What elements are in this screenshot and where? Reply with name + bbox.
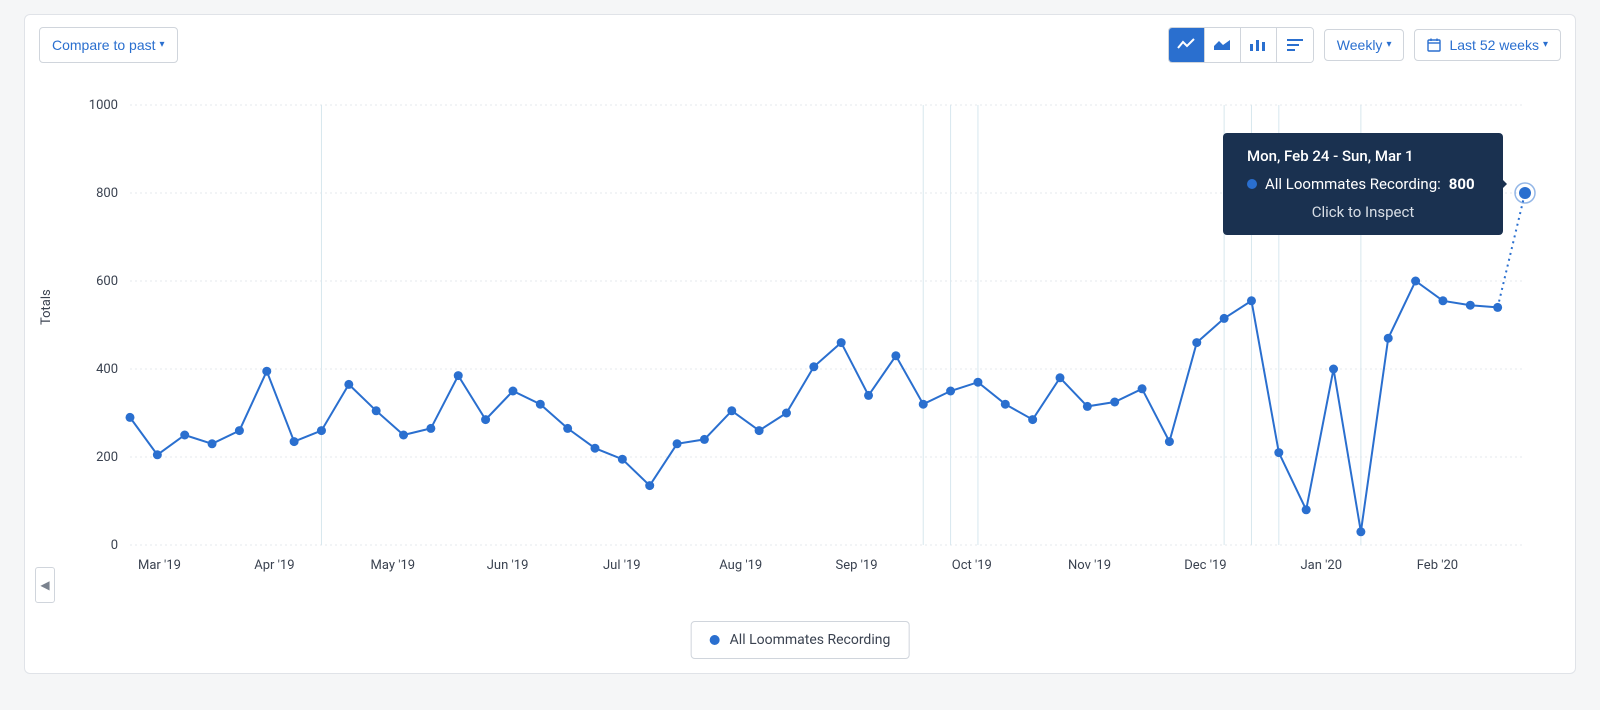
svg-text:Feb '20: Feb '20: [1417, 558, 1458, 573]
chevron-down-icon: ▾: [1386, 40, 1391, 50]
chevron-down-icon: ▾: [1543, 40, 1548, 50]
svg-text:Jul '19: Jul '19: [603, 558, 641, 573]
svg-text:Apr '19: Apr '19: [254, 558, 294, 573]
triangle-left-icon: ◀: [40, 578, 49, 592]
tooltip-dot-icon: [1247, 179, 1257, 189]
svg-text:1000: 1000: [89, 98, 118, 113]
svg-text:200: 200: [96, 450, 118, 465]
svg-text:Sep '19: Sep '19: [836, 558, 878, 573]
svg-text:Jan '20: Jan '20: [1301, 558, 1343, 573]
svg-text:Mar '19: Mar '19: [138, 558, 181, 573]
compare-label: Compare to past: [52, 38, 156, 52]
tooltip-value: 800: [1449, 175, 1475, 193]
svg-text:Dec '19: Dec '19: [1184, 558, 1226, 573]
bar-chart-icon[interactable]: [1241, 28, 1277, 62]
panel-collapse-handle[interactable]: ◀: [35, 567, 55, 603]
area-chart-icon[interactable]: [1205, 28, 1241, 62]
svg-text:Aug '19: Aug '19: [719, 558, 762, 573]
list-view-icon[interactable]: [1277, 28, 1313, 62]
date-range-dropdown[interactable]: Last 52 weeks ▾: [1414, 29, 1561, 61]
compare-to-past-dropdown[interactable]: Compare to past ▾: [39, 27, 178, 63]
toolbar: Compare to past ▾ Weekly ▾: [25, 15, 1575, 73]
legend-dot-icon: [710, 635, 720, 645]
svg-text:May '19: May '19: [371, 558, 416, 573]
legend-label: All Loommates Recording: [730, 632, 891, 648]
svg-text:Jun '19: Jun '19: [487, 558, 529, 573]
calendar-icon: [1427, 38, 1441, 52]
range-label: Last 52 weeks: [1449, 38, 1539, 52]
interval-dropdown[interactable]: Weekly ▾: [1324, 29, 1405, 61]
chart-legend[interactable]: All Loommates Recording: [691, 621, 910, 659]
interval-label: Weekly: [1337, 38, 1383, 52]
tooltip-date: Mon, Feb 24 - Sun, Mar 1: [1247, 147, 1479, 165]
svg-text:800: 800: [96, 186, 118, 201]
chart-type-segmented: [1168, 27, 1314, 63]
svg-text:600: 600: [96, 274, 118, 289]
chevron-down-icon: ▾: [160, 40, 165, 50]
y-axis-label: Totals: [39, 289, 54, 325]
tooltip-inspect-label: Click to Inspect: [1247, 203, 1479, 221]
svg-text:0: 0: [111, 538, 118, 553]
line-chart-icon[interactable]: [1169, 28, 1205, 62]
tooltip-series-label: All Loommates Recording:: [1265, 175, 1441, 193]
chart-tooltip[interactable]: Mon, Feb 24 - Sun, Mar 1 All Loommates R…: [1223, 133, 1503, 235]
right-toolbar: Weekly ▾ Last 52 weeks ▾: [1168, 27, 1561, 63]
svg-text:Nov '19: Nov '19: [1068, 558, 1111, 573]
svg-text:400: 400: [96, 362, 118, 377]
chart-card: Compare to past ▾ Weekly ▾: [24, 14, 1576, 674]
tooltip-series-row: All Loommates Recording: 800: [1247, 175, 1479, 193]
svg-text:Oct '19: Oct '19: [952, 558, 992, 573]
